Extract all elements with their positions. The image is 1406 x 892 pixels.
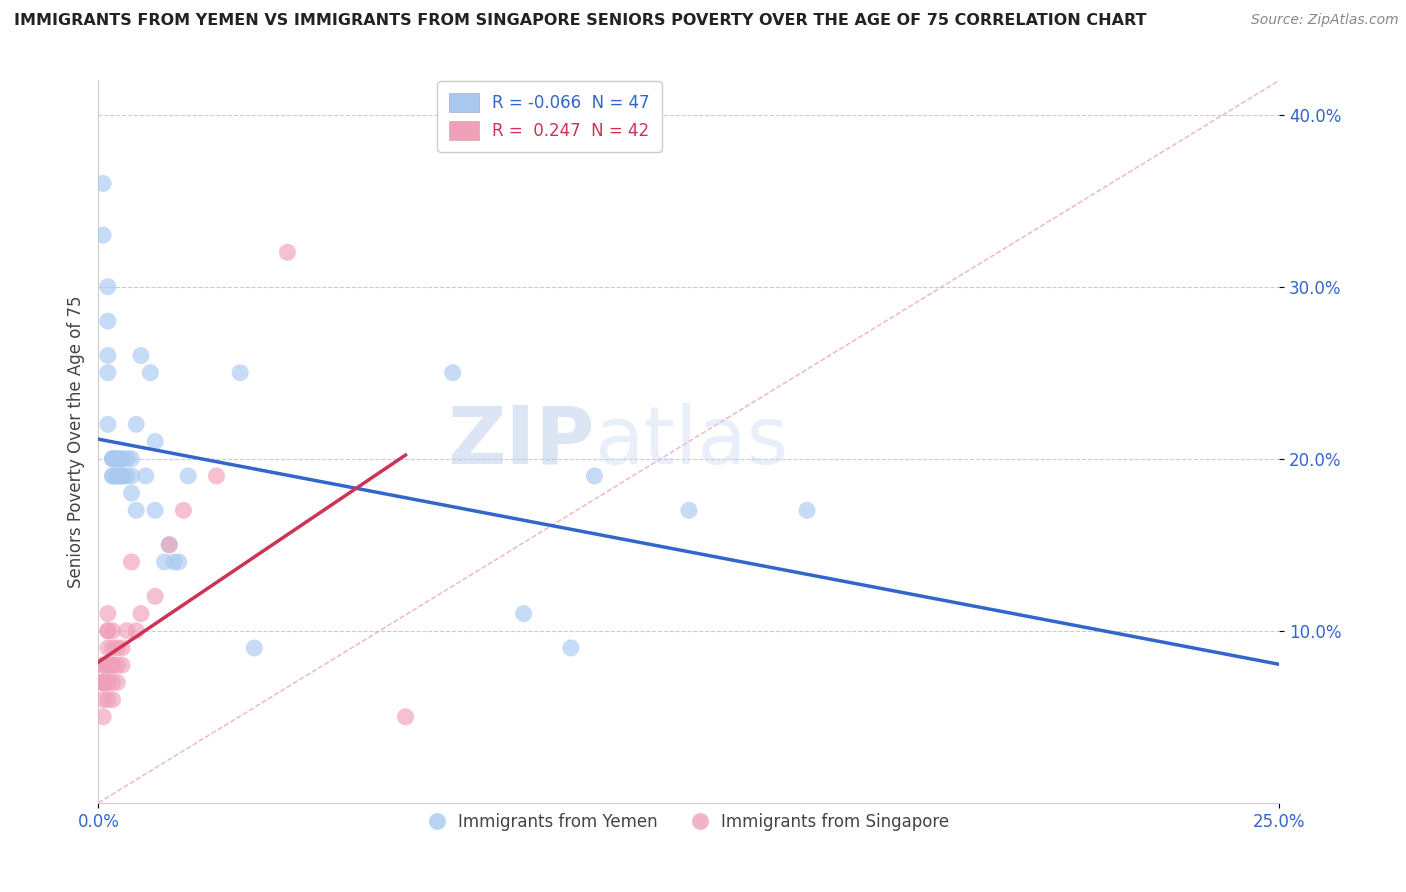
Point	[111, 469, 134, 483]
Point	[105, 469, 128, 483]
Point	[97, 658, 120, 673]
Point	[121, 555, 143, 569]
Point	[101, 469, 124, 483]
Point	[91, 675, 114, 690]
Point	[135, 469, 157, 483]
Point	[243, 640, 266, 655]
Point	[91, 675, 114, 690]
Text: atlas: atlas	[595, 402, 789, 481]
Point	[101, 658, 124, 673]
Point	[583, 469, 606, 483]
Point	[111, 451, 134, 466]
Point	[139, 366, 162, 380]
Point	[111, 469, 134, 483]
Point	[167, 555, 190, 569]
Point	[560, 640, 582, 655]
Point	[97, 692, 120, 706]
Legend: Immigrants from Yemen, Immigrants from Singapore: Immigrants from Yemen, Immigrants from S…	[422, 806, 956, 838]
Point	[229, 366, 252, 380]
Point	[121, 451, 143, 466]
Point	[143, 590, 166, 604]
Point	[678, 503, 700, 517]
Point	[97, 675, 120, 690]
Point	[105, 658, 128, 673]
Point	[105, 640, 128, 655]
Point	[115, 624, 138, 638]
Y-axis label: Seniors Poverty Over the Age of 75: Seniors Poverty Over the Age of 75	[66, 295, 84, 588]
Point	[115, 451, 138, 466]
Point	[97, 658, 120, 673]
Point	[111, 640, 134, 655]
Point	[101, 451, 124, 466]
Point	[101, 675, 124, 690]
Point	[97, 675, 120, 690]
Point	[796, 503, 818, 517]
Point	[101, 692, 124, 706]
Point	[97, 349, 120, 363]
Point	[205, 469, 228, 483]
Point	[91, 228, 114, 243]
Point	[172, 503, 194, 517]
Point	[91, 710, 114, 724]
Point	[157, 538, 180, 552]
Point	[105, 469, 128, 483]
Point	[97, 417, 120, 432]
Point	[101, 469, 124, 483]
Point	[97, 607, 120, 621]
Point	[129, 349, 152, 363]
Text: Source: ZipAtlas.com: Source: ZipAtlas.com	[1251, 13, 1399, 28]
Point	[125, 417, 148, 432]
Point	[125, 624, 148, 638]
Point	[101, 658, 124, 673]
Point	[157, 538, 180, 552]
Point	[91, 177, 114, 191]
Point	[143, 503, 166, 517]
Point	[97, 624, 120, 638]
Point	[121, 486, 143, 500]
Point	[394, 710, 416, 724]
Point	[125, 503, 148, 517]
Point	[97, 640, 120, 655]
Point	[97, 366, 120, 380]
Point	[512, 607, 534, 621]
Point	[91, 658, 114, 673]
Point	[97, 624, 120, 638]
Point	[111, 469, 134, 483]
Point	[115, 469, 138, 483]
Point	[97, 279, 120, 293]
Point	[105, 469, 128, 483]
Point	[441, 366, 464, 380]
Point	[101, 624, 124, 638]
Point	[177, 469, 200, 483]
Text: IMMIGRANTS FROM YEMEN VS IMMIGRANTS FROM SINGAPORE SENIORS POVERTY OVER THE AGE : IMMIGRANTS FROM YEMEN VS IMMIGRANTS FROM…	[14, 13, 1146, 29]
Point	[111, 658, 134, 673]
Point	[143, 434, 166, 449]
Point	[91, 692, 114, 706]
Point	[105, 675, 128, 690]
Point	[91, 675, 114, 690]
Point	[121, 469, 143, 483]
Point	[91, 675, 114, 690]
Point	[111, 451, 134, 466]
Point	[97, 658, 120, 673]
Point	[101, 640, 124, 655]
Point	[153, 555, 176, 569]
Point	[91, 675, 114, 690]
Point	[105, 451, 128, 466]
Point	[105, 451, 128, 466]
Point	[97, 314, 120, 328]
Point	[101, 451, 124, 466]
Point	[91, 658, 114, 673]
Point	[91, 675, 114, 690]
Point	[101, 658, 124, 673]
Point	[163, 555, 186, 569]
Point	[101, 451, 124, 466]
Point	[129, 607, 152, 621]
Text: ZIP: ZIP	[447, 402, 595, 481]
Point	[276, 245, 298, 260]
